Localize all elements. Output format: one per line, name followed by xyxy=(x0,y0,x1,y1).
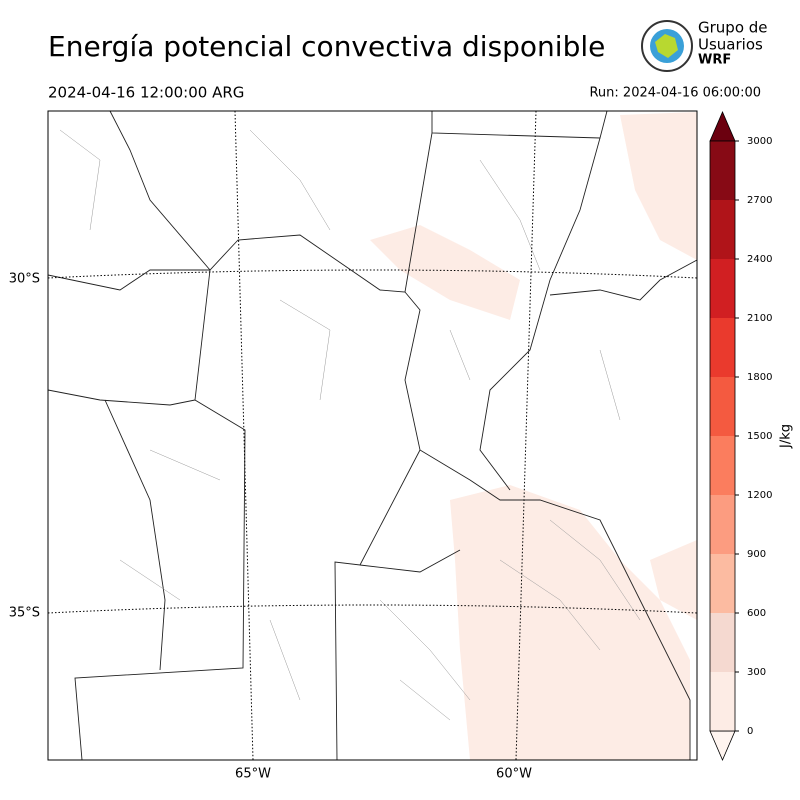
lat-label: 30°S xyxy=(9,272,40,287)
logo-text: Grupo de xyxy=(698,19,768,37)
colorbar-tick-label: 0 xyxy=(747,726,753,737)
colorbar-tick-label: 2700 xyxy=(747,195,772,206)
title: Energía potencial convectiva disponible xyxy=(48,30,605,63)
colorbar-label: J/kg xyxy=(779,424,794,449)
logo-text: Usuarios xyxy=(698,36,763,54)
logo: Grupo de Usuarios WRF xyxy=(641,19,768,72)
colorbar-bin xyxy=(710,613,735,672)
colorbar-bin xyxy=(710,672,735,731)
colorbar-tick-label: 300 xyxy=(747,667,766,678)
colorbar-over xyxy=(709,110,736,142)
colorbar-bin xyxy=(710,141,735,200)
lat-label: 35°S xyxy=(9,606,40,621)
colorbar-bin xyxy=(710,554,735,613)
logo-text: WRF xyxy=(698,53,731,68)
colorbar-bin xyxy=(710,318,735,377)
colorbar-tick-label: 1800 xyxy=(747,372,772,383)
colorbar-bin xyxy=(710,259,735,318)
colorbar-tick-label: 1200 xyxy=(747,490,772,501)
colorbar-tick-label: 3000 xyxy=(747,136,772,147)
run-time: Run: 2024-04-16 06:00:00 xyxy=(589,86,761,101)
colorbar-tick-label: 1500 xyxy=(747,431,772,442)
colorbar-tick-label: 2100 xyxy=(747,313,772,324)
colorbar-tick-label: 2400 xyxy=(747,254,772,265)
colorbar-tick-label: 900 xyxy=(747,549,766,560)
colorbar-under xyxy=(709,730,736,762)
lon-label: 60°W xyxy=(496,767,532,782)
lon-label: 65°W xyxy=(235,767,271,782)
colorbar-bin xyxy=(710,377,735,436)
colorbar-bin xyxy=(710,495,735,554)
colorbar-tick-label: 600 xyxy=(747,608,766,619)
map: 30°S 35°S 65°W 60°W xyxy=(9,110,698,782)
valid-time: 2024-04-16 12:00:00 ARG xyxy=(48,84,244,102)
colorbar: 0 300 600 900 1200 1500 1800 2100 2400 2700 3000 xyxy=(709,110,772,762)
colorbar-bin xyxy=(710,200,735,259)
colorbar-bin xyxy=(710,436,735,495)
